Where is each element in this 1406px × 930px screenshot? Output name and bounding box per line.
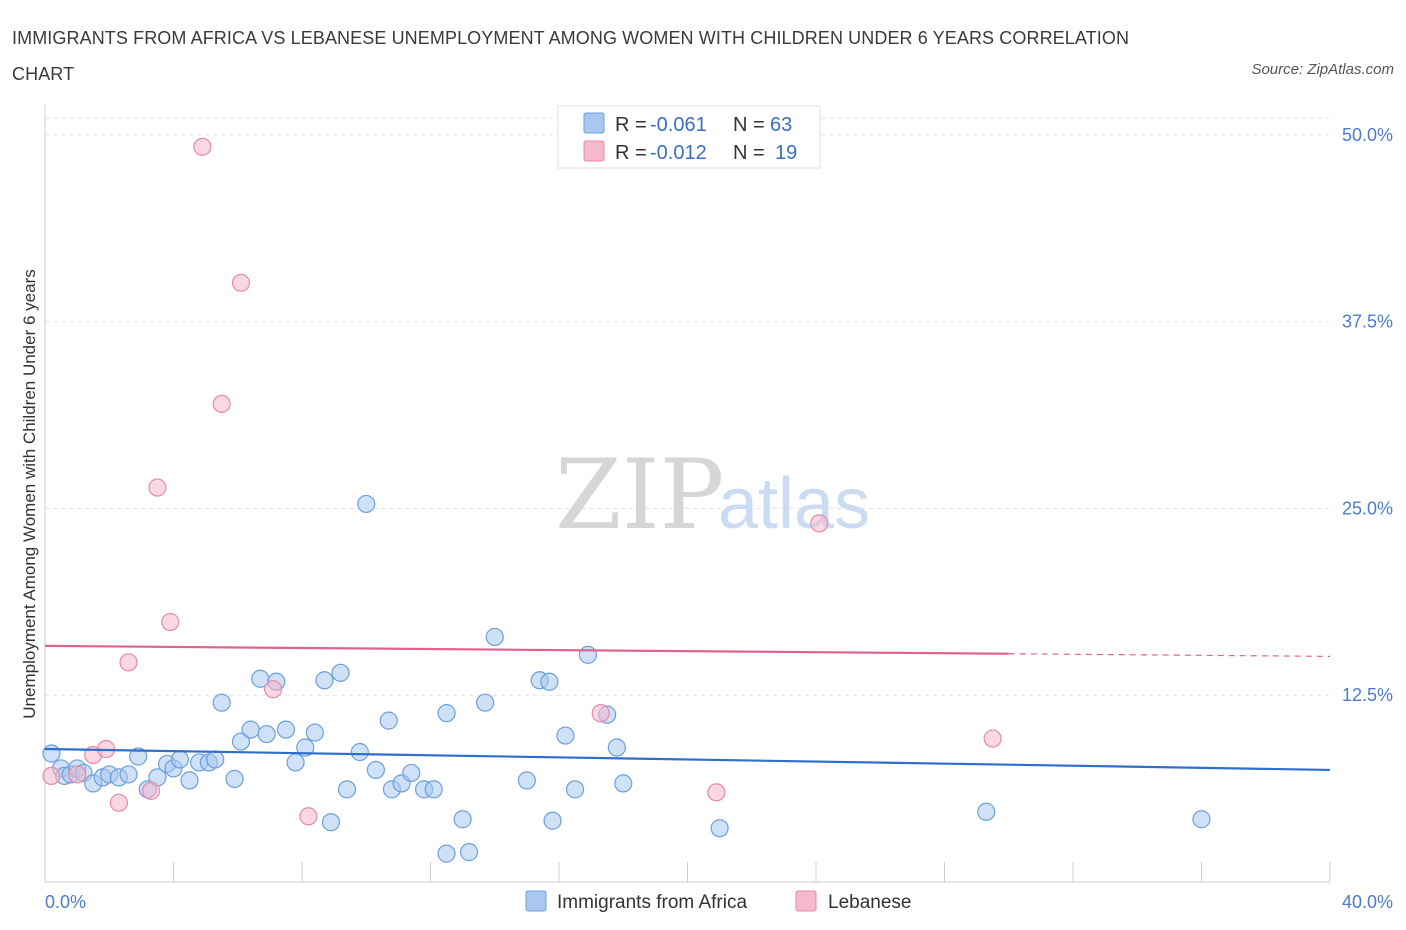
watermark-atlas: atlas — [718, 464, 870, 544]
point-immigrants-from-africa — [305, 723, 324, 742]
point-lebanese — [810, 514, 829, 533]
stats-r-value-lebanese: -0.012 — [650, 142, 707, 164]
point-lebanese — [231, 273, 251, 292]
point-immigrants-from-africa — [129, 747, 148, 766]
point-lebanese — [141, 781, 161, 800]
point-immigrants-from-africa — [379, 711, 398, 730]
point-lebanese — [707, 783, 726, 802]
trend-line-lebanese-extension — [1008, 653, 1331, 657]
point-lebanese — [212, 394, 231, 413]
y-tick-labels: 12.5% 25.0% 37.5% 50.0% — [1342, 125, 1393, 705]
point-immigrants-from-africa — [402, 763, 421, 783]
point-lebanese — [263, 680, 283, 699]
point-immigrants-from-africa — [424, 780, 443, 799]
point-immigrants-from-africa — [540, 672, 559, 691]
point-lebanese — [299, 807, 318, 826]
point-immigrants-from-africa — [614, 774, 633, 793]
scatter-points — [42, 137, 1211, 863]
point-immigrants-from-africa — [607, 738, 626, 757]
point-immigrants-from-africa — [42, 744, 61, 763]
point-lebanese — [983, 729, 1002, 748]
point-immigrants-from-africa — [170, 750, 190, 769]
point-immigrants-from-africa — [331, 663, 350, 682]
stats-legend: R = -0.061 N = 63 R = -0.012 N = 19 — [557, 105, 821, 169]
stats-swatch-africa — [583, 112, 605, 134]
y-tick-label: 37.5% — [1342, 312, 1393, 332]
trend-line-lebanese — [44, 644, 1009, 655]
stats-n-label-africa: N = — [733, 114, 765, 136]
point-lebanese — [148, 478, 167, 497]
point-immigrants-from-africa — [459, 843, 479, 862]
point-immigrants-from-africa — [578, 645, 598, 664]
point-lebanese — [109, 793, 128, 812]
point-immigrants-from-africa — [476, 693, 495, 712]
point-immigrants-from-africa — [241, 720, 260, 739]
stats-n-value-lebanese: 19 — [775, 142, 797, 164]
point-immigrants-from-africa — [257, 724, 276, 744]
point-immigrants-from-africa — [212, 693, 231, 712]
stats-n-label-lebanese: N = — [733, 142, 765, 164]
point-immigrants-from-africa — [321, 813, 341, 832]
y-tick-label: 50.0% — [1342, 125, 1393, 145]
point-immigrants-from-africa — [296, 738, 315, 757]
legend-label-lebanese: Lebanese — [828, 892, 911, 913]
point-immigrants-from-africa — [180, 771, 199, 790]
legend-swatch-lebanese — [795, 890, 817, 912]
point-immigrants-from-africa — [543, 811, 562, 830]
stats-r-label-africa: R = — [615, 114, 647, 136]
trend-lines — [44, 644, 1331, 772]
point-immigrants-from-africa — [485, 627, 504, 647]
point-lebanese — [42, 766, 61, 786]
x-ticks — [44, 862, 1331, 882]
legend-label-africa: Immigrants from Africa — [557, 892, 747, 913]
grid-lines — [45, 117, 1330, 696]
point-immigrants-from-africa — [350, 742, 369, 762]
x-tick-label-min: 0.0% — [45, 892, 86, 912]
point-immigrants-from-africa — [119, 765, 138, 784]
point-immigrants-from-africa — [206, 750, 225, 769]
watermark: ZIP atlas — [555, 439, 870, 551]
point-immigrants-from-africa — [231, 732, 251, 751]
source-label: Source: ZipAtlas.com — [1251, 61, 1394, 78]
point-immigrants-from-africa — [225, 769, 244, 788]
series-legend: Immigrants from Africa Lebanese — [525, 890, 911, 913]
stats-swatch-lebanese — [583, 140, 605, 162]
point-lebanese — [591, 704, 610, 723]
point-immigrants-from-africa — [357, 494, 376, 514]
stats-r-label-lebanese: R = — [615, 142, 647, 164]
point-lebanese — [193, 137, 212, 156]
trend-line-immigrants-from-africa — [44, 747, 1331, 772]
point-lebanese — [161, 612, 180, 632]
chart-title: IMMIGRANTS FROM AFRICA VS LEBANESE UNEMP… — [12, 28, 1130, 84]
y-tick-label: 25.0% — [1342, 498, 1393, 518]
point-immigrants-from-africa — [286, 753, 305, 772]
watermark-zip: ZIP — [555, 439, 724, 551]
stats-r-value-africa: -0.061 — [650, 114, 707, 136]
point-immigrants-from-africa — [315, 671, 334, 690]
point-immigrants-from-africa — [556, 726, 575, 745]
point-immigrants-from-africa — [565, 780, 585, 799]
legend-swatch-africa — [525, 890, 547, 912]
point-immigrants-from-africa — [437, 844, 456, 863]
point-immigrants-from-africa — [337, 780, 357, 799]
point-immigrants-from-africa — [517, 771, 536, 790]
stats-n-value-africa: 63 — [770, 114, 792, 136]
point-lebanese — [119, 653, 138, 672]
y-tick-label: 12.5% — [1342, 685, 1393, 705]
point-immigrants-from-africa — [1192, 810, 1211, 829]
y-axis-label: Unemployment Among Women with Children U… — [20, 269, 39, 718]
point-immigrants-from-africa — [453, 810, 472, 829]
x-tick-label-max: 40.0% — [1342, 892, 1393, 912]
point-immigrants-from-africa — [366, 760, 385, 780]
point-immigrants-from-africa — [977, 802, 996, 821]
point-immigrants-from-africa — [437, 704, 456, 723]
point-immigrants-from-africa — [276, 720, 296, 739]
point-lebanese — [68, 765, 87, 784]
point-immigrants-from-africa — [710, 819, 729, 838]
